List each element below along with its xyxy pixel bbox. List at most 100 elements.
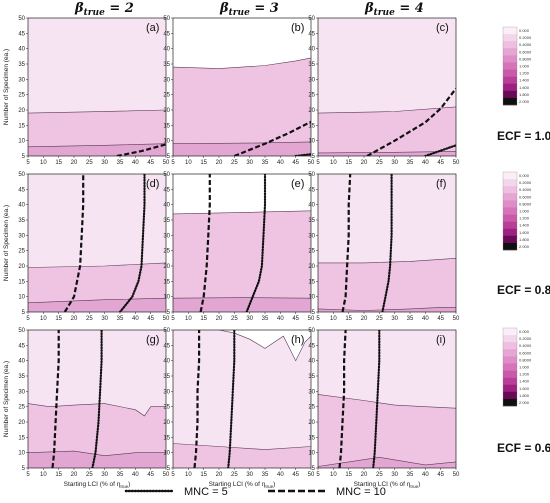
x-tick-label: 15 — [55, 316, 62, 322]
panel-frame — [27, 17, 167, 157]
x-tick-label: 30 — [391, 472, 398, 478]
colorbar-label: 0.000 — [519, 28, 530, 33]
x-tick-label: 5 — [316, 316, 320, 322]
colorbar-label: 0.4000 — [519, 42, 532, 47]
mnc10-curve — [338, 330, 347, 468]
column-title-2: βtrue = 3 — [219, 1, 279, 18]
contour-region-high — [173, 297, 311, 312]
y-tick-label: 50 — [308, 328, 315, 334]
y-tick-label: 35 — [163, 62, 170, 68]
x-tick-label: 45 — [292, 316, 299, 322]
colorbar-label: 0.6000 — [519, 350, 532, 355]
x-tick-label: 35 — [262, 472, 269, 478]
colorbar-1: 0.000 0.2000 0.4000 0.6000 0.8000 1.000 1.200 1… — [502, 26, 532, 106]
panel-frame — [317, 173, 457, 313]
mnc10-curve — [341, 174, 352, 312]
y-tick-label: 45 — [18, 187, 25, 193]
x-tick-label: 30 — [101, 472, 108, 478]
colorbars-group: 0.000 0.2000 0.4000 0.6000 0.8000 1.000 1.200 1… — [502, 26, 532, 407]
y-tick-label: 10 — [18, 139, 25, 145]
y-tick-label: 45 — [163, 31, 170, 37]
legend-mnc10-label: MNC = 10 — [336, 486, 386, 498]
y-tick-label: 45 — [163, 187, 170, 193]
mnc10-curve — [193, 330, 201, 468]
x-tick-label: 40 — [132, 160, 139, 166]
y-tick-label: 25 — [163, 249, 170, 255]
column-title-symbol: β — [219, 1, 229, 16]
x-tick-label: 50 — [308, 472, 315, 478]
colorbar-swatch — [503, 356, 517, 364]
colorbar-swatch — [503, 34, 517, 42]
x-tick-label: 40 — [277, 160, 284, 166]
y-axis-label: Number of Specimen (ea.) — [3, 205, 10, 281]
colorbar-frame — [502, 26, 518, 106]
x-tick-label: 15 — [200, 160, 207, 166]
panel-2: (b)5 10 15 20 25 30 35 40 45 50510152025303540455… — [163, 16, 315, 166]
x-tick-label: 15 — [200, 472, 207, 478]
panel-letter: (f) — [436, 178, 446, 190]
x-tick-label: 5 — [171, 472, 175, 478]
colorbar-swatch — [503, 179, 517, 187]
y-tick-label: 45 — [163, 343, 170, 349]
y-tick-label: 40 — [308, 359, 315, 365]
x-tick-label: 15 — [345, 316, 352, 322]
x-tick-label: 25 — [231, 472, 238, 478]
contour-region-zero — [173, 18, 311, 69]
y-tick-label: 35 — [308, 218, 315, 224]
panel-8: (h)5 10 15 20 25 30 35 40 45 50510152025303540455… — [163, 328, 315, 489]
y-tick-label: 20 — [18, 108, 25, 114]
colorbar-swatch — [503, 55, 517, 63]
x-tick-label: 50 — [453, 316, 460, 322]
panel-7: (g)5 10 15 20 25 30 35 40 45 50510152025303540455… — [3, 328, 170, 489]
y-tick-label: 40 — [18, 359, 25, 365]
mnc5-curve — [372, 330, 381, 468]
x-axis-label: Starting LCI (% of ηtrue) — [209, 481, 276, 489]
colorbar-label: 1.000 — [519, 209, 530, 214]
y-tick-label: 15 — [18, 435, 25, 441]
colorbar-label: 0.2000 — [519, 180, 532, 185]
y-tick-label: 10 — [308, 139, 315, 145]
y-tick-label: 20 — [163, 420, 170, 426]
panel-letter: (c) — [436, 22, 449, 34]
legend: MNC = 5 MNC = 10 — [124, 486, 386, 498]
panel-letter: (e) — [291, 178, 304, 190]
colorbar-swatch — [503, 200, 517, 208]
colorbar-swatch — [503, 349, 517, 357]
x-tick-label: 20 — [71, 472, 78, 478]
panels-group: (a)5 10 15 20 25 30 35 40 45 50510152025303540455… — [3, 16, 460, 489]
y-tick-label: 35 — [163, 218, 170, 224]
x-tick-label: 15 — [200, 316, 207, 322]
colorbar-label: 2.000 — [519, 244, 530, 249]
colorbar-label: 0.8000 — [519, 56, 532, 61]
colorbar-swatch — [503, 27, 517, 35]
x-tick-label: 20 — [216, 316, 223, 322]
y-tick-label: 40 — [18, 47, 25, 53]
x-tick-label: 50 — [163, 316, 170, 322]
colorbar-label: 2.000 — [519, 400, 530, 405]
panel-plot-area — [318, 174, 456, 312]
panel-frame — [172, 173, 312, 313]
mnc5-curve — [424, 144, 456, 156]
y-tick-label: 50 — [308, 16, 315, 22]
colorbar-swatch — [503, 214, 517, 222]
x-tick-label: 50 — [163, 160, 170, 166]
y-tick-label: 25 — [18, 93, 25, 99]
colorbar-swatch — [503, 342, 517, 350]
x-tick-label: 5 — [171, 160, 175, 166]
y-tick-label: 15 — [308, 435, 315, 441]
panel-letter: (i) — [436, 334, 446, 346]
contour-line — [173, 141, 311, 144]
panel-plot-area — [28, 174, 166, 312]
x-tick-label: 5 — [316, 160, 320, 166]
colorbar-label: 1.400 — [519, 223, 530, 228]
contour-line — [318, 258, 456, 264]
colorbar-swatch — [503, 242, 517, 251]
x-tick-label: 15 — [345, 160, 352, 166]
x-tick-label: 40 — [277, 472, 284, 478]
x-tick-label: 5 — [26, 316, 30, 322]
colorbar-label: 1.600 — [519, 85, 530, 90]
y-tick-label: 30 — [308, 389, 315, 395]
colorbar-swatch — [503, 41, 517, 49]
colorbar-swatch — [503, 62, 517, 70]
panel-letter: (g) — [146, 334, 159, 346]
